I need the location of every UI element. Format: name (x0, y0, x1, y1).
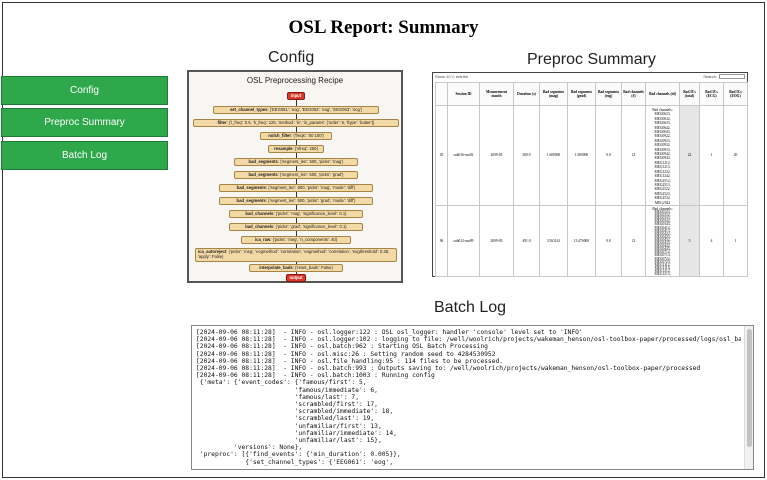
preproc-table: Session ID Measurement month Duration (s… (435, 82, 748, 278)
cell-month: 2009-03 (479, 204, 514, 278)
cell-ics-ecg: 4 (699, 204, 724, 278)
cell-bad-grad: 1.600000 (567, 105, 596, 206)
table-row: 45 sub016-run02 2009-05 300.0 1.600000 1… (435, 105, 748, 206)
col-header[interactable] (435, 82, 448, 106)
col-header[interactable]: Bad channels (#) (621, 82, 646, 106)
recipe-step: bad_channels: {'picks': 'mag', 'signific… (229, 210, 363, 218)
cell-index: 96 (435, 204, 448, 278)
recipe-diagram: OSL Preprocessing Recipe input set_chann… (187, 70, 403, 283)
col-header[interactable]: Bad channels (id) (645, 82, 680, 106)
col-header[interactable]: Bad ICs (total) (679, 82, 700, 106)
sidebar-item-label: Config (70, 85, 99, 96)
sidebar-item-config[interactable]: Config (1, 76, 168, 105)
cell-bad-ids: Bad channels: MEG0323, MEG0332, MEG0333, MEG… (645, 204, 680, 278)
cell-index: 45 (435, 105, 448, 206)
col-header[interactable]: Bad segments (mag) (539, 82, 568, 106)
recipe-title: OSL Preprocessing Recipe (246, 76, 344, 85)
table-header-row: Session ID Measurement month Duration (s… (435, 82, 748, 106)
table-controls: Show 10 ◇ entries Search: (435, 74, 745, 81)
batch-log-heading: Batch Log (434, 299, 507, 316)
recipe-step: filter: {'l_freq': 0.5, 'h_freq': 125, '… (193, 119, 399, 127)
cell-month: 2009-05 (479, 105, 514, 206)
cell-ics-eog: 20 (723, 105, 748, 206)
cell-ics-ecg: 1 (699, 105, 724, 206)
recipe-input-node: input (287, 92, 305, 100)
recipe-step: notch_filter: {'freqs': '50 100'} (260, 132, 332, 140)
cell-bad-n: 21 (621, 105, 646, 206)
search-label: Search: (703, 74, 717, 79)
cell-duration: 491.0 (513, 204, 540, 278)
entries-select[interactable]: Show 10 ◇ entries (435, 74, 468, 79)
config-heading: Config (268, 49, 315, 66)
cell-bad-grad: 13.476000 (567, 204, 596, 278)
col-header[interactable]: Session ID (447, 82, 480, 106)
batch-log-panel[interactable]: [2024-09-06 08:11:28] - INFO - osl.logge… (191, 325, 754, 470)
sidebar-item-preproc-summary[interactable]: Preproc Summary (1, 108, 168, 137)
recipe-step: set_channel_types: {'EEG061': 'eog', 'EE… (213, 106, 379, 114)
col-header[interactable]: Bad segments (eog) (595, 82, 622, 106)
recipe-output-node: output (286, 274, 306, 282)
recipe-step: bad_segments: {'segment_len': 500, 'pick… (219, 184, 373, 192)
cell-ics-total: 5 (679, 204, 700, 278)
recipe-step: bad_channels: {'picks': 'grad', 'signifi… (229, 223, 363, 231)
recipe-step: bad_segments: {'segment_len': 500, 'pick… (234, 171, 358, 179)
recipe-step: interpolate_bads: {'reset_bads': False} (249, 264, 343, 272)
cell-session: sub012-run09 (447, 204, 480, 278)
cell-bad-eog: 0.0 (595, 105, 622, 206)
log-scroll-thumb[interactable] (747, 329, 752, 447)
sidebar-item-label: Batch Log (61, 150, 108, 161)
log-scrollbar[interactable] (744, 326, 753, 469)
batch-log-text: [2024-09-06 08:11:28] - INFO - osl.logge… (196, 329, 741, 466)
cell-bad-n: 21 (621, 204, 646, 278)
cell-session: sub016-run02 (447, 105, 480, 206)
table-search: Search: (703, 74, 745, 80)
cell-bad-eog: 0.0 (595, 204, 622, 278)
col-header[interactable]: Bad ICs (ECG) (699, 82, 724, 106)
col-header[interactable]: Measurement month (479, 82, 514, 106)
recipe-step: ica_autoreject: {'picks': 'meg', 'ecgmet… (195, 248, 397, 262)
page-title: OSL Report: Summary (288, 17, 479, 38)
cell-ics-total: 22 (679, 105, 700, 206)
cell-duration: 300.0 (513, 105, 540, 206)
recipe-step: bad_segments: {'segment_len': 500, 'pick… (219, 197, 373, 205)
cell-ics-eog: 1 (723, 204, 748, 278)
search-input[interactable] (719, 74, 745, 80)
col-header[interactable]: Bad ICs (EOG) (723, 82, 748, 106)
recipe-step: ica_raw: {'picks': 'meg', 'n_components'… (241, 236, 351, 244)
preproc-summary-panel: Show 10 ◇ entries Search: Session ID Mea… (432, 72, 748, 278)
sidebar-item-batch-log[interactable]: Batch Log (1, 141, 168, 170)
col-header[interactable]: Bad segments (grad) (567, 82, 596, 106)
preproc-heading: Preproc Summary (527, 51, 656, 68)
sidebar-item-label: Preproc Summary (44, 117, 125, 128)
recipe-step: bad_segments: {'segment_len': 500, 'pick… (234, 158, 358, 166)
table-row: 96 sub012-run09 2009-03 491.0 3.561161 1… (435, 204, 748, 278)
cell-bad-mag: 3.561161 (539, 204, 568, 278)
cell-bad-mag: 1.600000 (539, 105, 568, 206)
recipe-step: resample: {'sfreq': 250} (268, 145, 324, 153)
col-header[interactable]: Duration (s) (513, 82, 540, 106)
cell-bad-ids: Bad channels: MEG0623, MEG0632, MEG0633, MEG… (645, 105, 680, 206)
